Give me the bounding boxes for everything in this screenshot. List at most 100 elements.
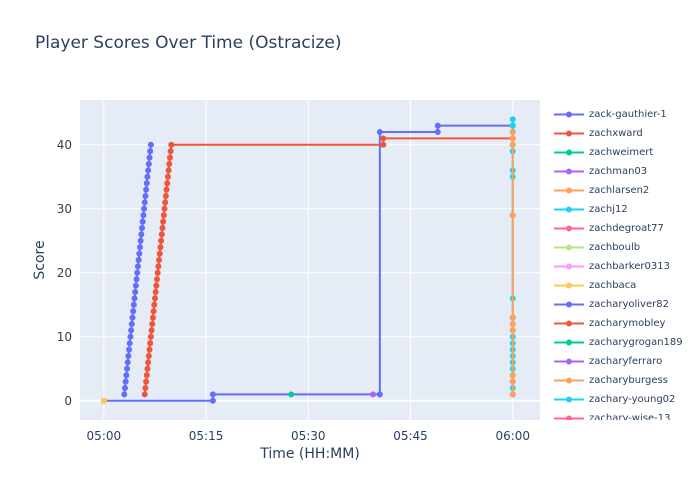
data-point <box>126 346 133 353</box>
x-tick-label: 05:45 <box>393 429 428 443</box>
data-point <box>509 135 516 142</box>
legend-swatch-marker <box>566 111 572 118</box>
x-axis-label: Time (HH:MM) <box>260 446 360 462</box>
series-zack-gauthier-1 <box>100 122 516 404</box>
data-point <box>162 199 169 206</box>
data-point <box>125 353 132 359</box>
data-point <box>100 397 107 404</box>
legend-label: zack-gauthier-1 <box>589 109 667 120</box>
legend-swatch <box>554 225 584 232</box>
legend-item[interactable]: zachdegroat77 <box>548 219 700 238</box>
data-point <box>509 129 516 135</box>
data-point <box>128 321 135 327</box>
data-point <box>434 122 441 129</box>
legend-item[interactable]: zachary-wise-13 <box>548 409 700 420</box>
y-tick-label: 20 <box>57 266 72 280</box>
data-point <box>145 161 152 167</box>
legend-swatch <box>554 415 584 420</box>
data-point <box>121 391 128 398</box>
legend-item[interactable]: zacharymobley <box>548 314 700 333</box>
data-point <box>124 359 131 366</box>
series-zachxward <box>141 135 516 398</box>
legend-swatch <box>554 377 584 384</box>
legend-label: zachary-young02 <box>589 394 676 405</box>
data-point <box>380 135 387 142</box>
data-point <box>131 295 138 302</box>
data-point <box>141 205 148 212</box>
legend-item[interactable]: zachman03 <box>548 162 700 181</box>
data-point <box>162 193 169 199</box>
data-point <box>124 365 131 372</box>
data-point <box>142 193 149 199</box>
data-point <box>149 314 156 321</box>
data-point <box>126 340 133 347</box>
legend-swatch-marker <box>566 358 572 365</box>
data-point <box>166 161 173 167</box>
legend-item[interactable]: zachary-young02 <box>548 390 700 409</box>
data-point <box>151 295 158 302</box>
data-point <box>509 116 516 123</box>
legend-item[interactable]: zachboulb <box>548 238 700 257</box>
y-tick-label: 10 <box>57 330 72 344</box>
legend-swatch-marker <box>566 339 572 346</box>
data-point <box>509 378 516 385</box>
data-point <box>143 180 150 187</box>
legend-swatch-marker <box>566 282 572 289</box>
data-point <box>135 257 142 263</box>
legend[interactable]: zack-gauthier-1 zachxward zachweimert zachm… <box>548 100 700 420</box>
legend-item[interactable]: zack-gauthier-1 <box>548 105 700 124</box>
legend-label: zachweimert <box>589 147 654 158</box>
legend-swatch <box>554 130 584 137</box>
legend-item[interactable]: zacharyoliver82 <box>548 295 700 314</box>
data-point <box>509 212 516 219</box>
data-point <box>509 122 516 129</box>
data-point <box>121 385 128 391</box>
data-point <box>145 359 152 366</box>
legend-label: zachj12 <box>589 204 628 215</box>
legend-swatch-marker <box>566 377 572 384</box>
data-point <box>161 205 168 212</box>
legend-swatch-marker <box>566 149 572 156</box>
data-point <box>139 225 146 231</box>
data-point <box>146 346 153 353</box>
data-point <box>154 269 161 276</box>
data-point <box>159 225 166 231</box>
legend-item[interactable]: zachj12 <box>548 200 700 219</box>
legend-item[interactable]: zacharyferraro <box>548 352 700 371</box>
data-point <box>136 244 143 251</box>
legend-item[interactable]: zachxward <box>548 124 700 143</box>
x-tick-label: 05:30 <box>291 429 326 443</box>
legend-swatch <box>554 358 584 365</box>
data-point <box>158 237 165 244</box>
data-point <box>160 218 167 225</box>
legend-label: zachlarsen2 <box>589 185 650 196</box>
legend-item[interactable]: zachlarsen2 <box>548 181 700 200</box>
chart-title: Player Scores Over Time (Ostracize) <box>35 33 342 53</box>
legend-item[interactable]: zacharyburgess <box>548 371 700 390</box>
data-point <box>147 141 154 148</box>
data-point <box>138 231 145 238</box>
legend-label: zacharyferraro <box>589 356 663 367</box>
data-point <box>150 308 157 315</box>
data-point <box>145 353 152 359</box>
data-point <box>122 378 129 385</box>
series-zachweimert <box>288 391 295 398</box>
data-point <box>167 148 174 155</box>
legend-item[interactable]: zachbaca <box>548 276 700 295</box>
y-tick-label: 30 <box>57 202 72 216</box>
legend-item[interactable]: zachbarker0313 <box>548 257 700 276</box>
legend-swatch <box>554 206 584 213</box>
legend-item[interactable]: zacharygrogan189 <box>548 333 700 352</box>
data-point <box>288 391 295 398</box>
data-point <box>134 269 141 276</box>
data-point <box>143 372 150 379</box>
x-tick-label: 05:00 <box>87 429 122 443</box>
data-point <box>141 391 148 398</box>
data-point <box>166 154 173 161</box>
data-point <box>147 340 154 347</box>
legend-item[interactable]: zachweimert <box>548 143 700 162</box>
data-point <box>509 372 516 379</box>
data-point <box>149 321 156 327</box>
data-point <box>147 333 154 340</box>
